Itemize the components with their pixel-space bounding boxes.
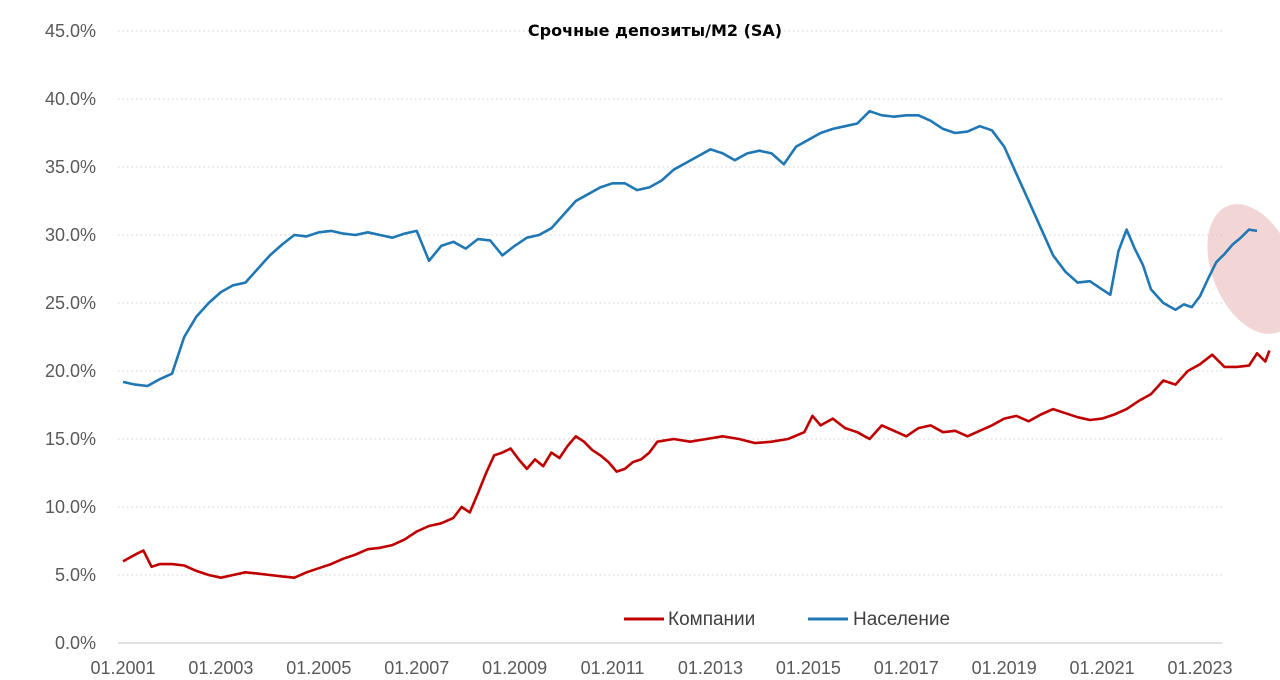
x-axis-tick-labels: 01.2001 01.2003 01.2005 01.2007 01.2009 01.20… xyxy=(90,658,1232,678)
legend-item-population: Население xyxy=(808,609,950,630)
y-tick-label: 35.0% xyxy=(45,157,96,177)
gridlines xyxy=(118,30,1222,644)
x-tick-label: 01.2021 xyxy=(1070,658,1135,678)
y-tick-label: 10.0% xyxy=(45,497,96,517)
y-tick-label: 45.0% xyxy=(45,21,96,41)
legend-label-population: Население xyxy=(853,609,950,630)
x-tick-label: 01.2003 xyxy=(188,658,253,678)
highlight-ellipse xyxy=(1207,204,1280,334)
x-tick-label: 01.2015 xyxy=(776,658,841,678)
x-tick-label: 01.2011 xyxy=(581,658,645,678)
y-tick-label: 40.0% xyxy=(45,89,96,109)
y-tick-label: 15.0% xyxy=(45,429,96,449)
y-tick-label: 0.0% xyxy=(55,633,96,653)
companies-line xyxy=(122,350,1271,579)
y-tick-label: 25.0% xyxy=(45,293,96,313)
legend-item-companies: Компании xyxy=(624,609,755,630)
population-line xyxy=(122,109,1258,388)
x-tick-label: 01.2007 xyxy=(384,658,449,678)
highlight-area xyxy=(1207,204,1280,334)
x-tick-label: 01.2023 xyxy=(1167,658,1232,678)
series-lines xyxy=(122,109,1271,579)
x-tick-label: 01.2017 xyxy=(874,658,939,678)
chart-title: Срочные депозиты/M2 (SA) xyxy=(528,21,782,40)
y-tick-label: 20.0% xyxy=(45,361,96,381)
x-tick-label: 01.2019 xyxy=(972,658,1037,678)
legend: Компании Население xyxy=(624,609,950,630)
x-tick-label: 01.2001 xyxy=(90,658,155,678)
x-tick-label: 01.2009 xyxy=(482,658,547,678)
y-tick-label: 5.0% xyxy=(55,565,96,585)
legend-label-companies: Компании xyxy=(668,609,755,630)
x-tick-label: 01.2013 xyxy=(678,658,743,678)
x-tick-label: 01.2005 xyxy=(286,658,351,678)
y-tick-label: 30.0% xyxy=(45,225,96,245)
y-axis-tick-labels: 0.0% 5.0% 10.0% 15.0% 20.0% 25.0% 30.0% 35.0% 40… xyxy=(45,21,96,653)
